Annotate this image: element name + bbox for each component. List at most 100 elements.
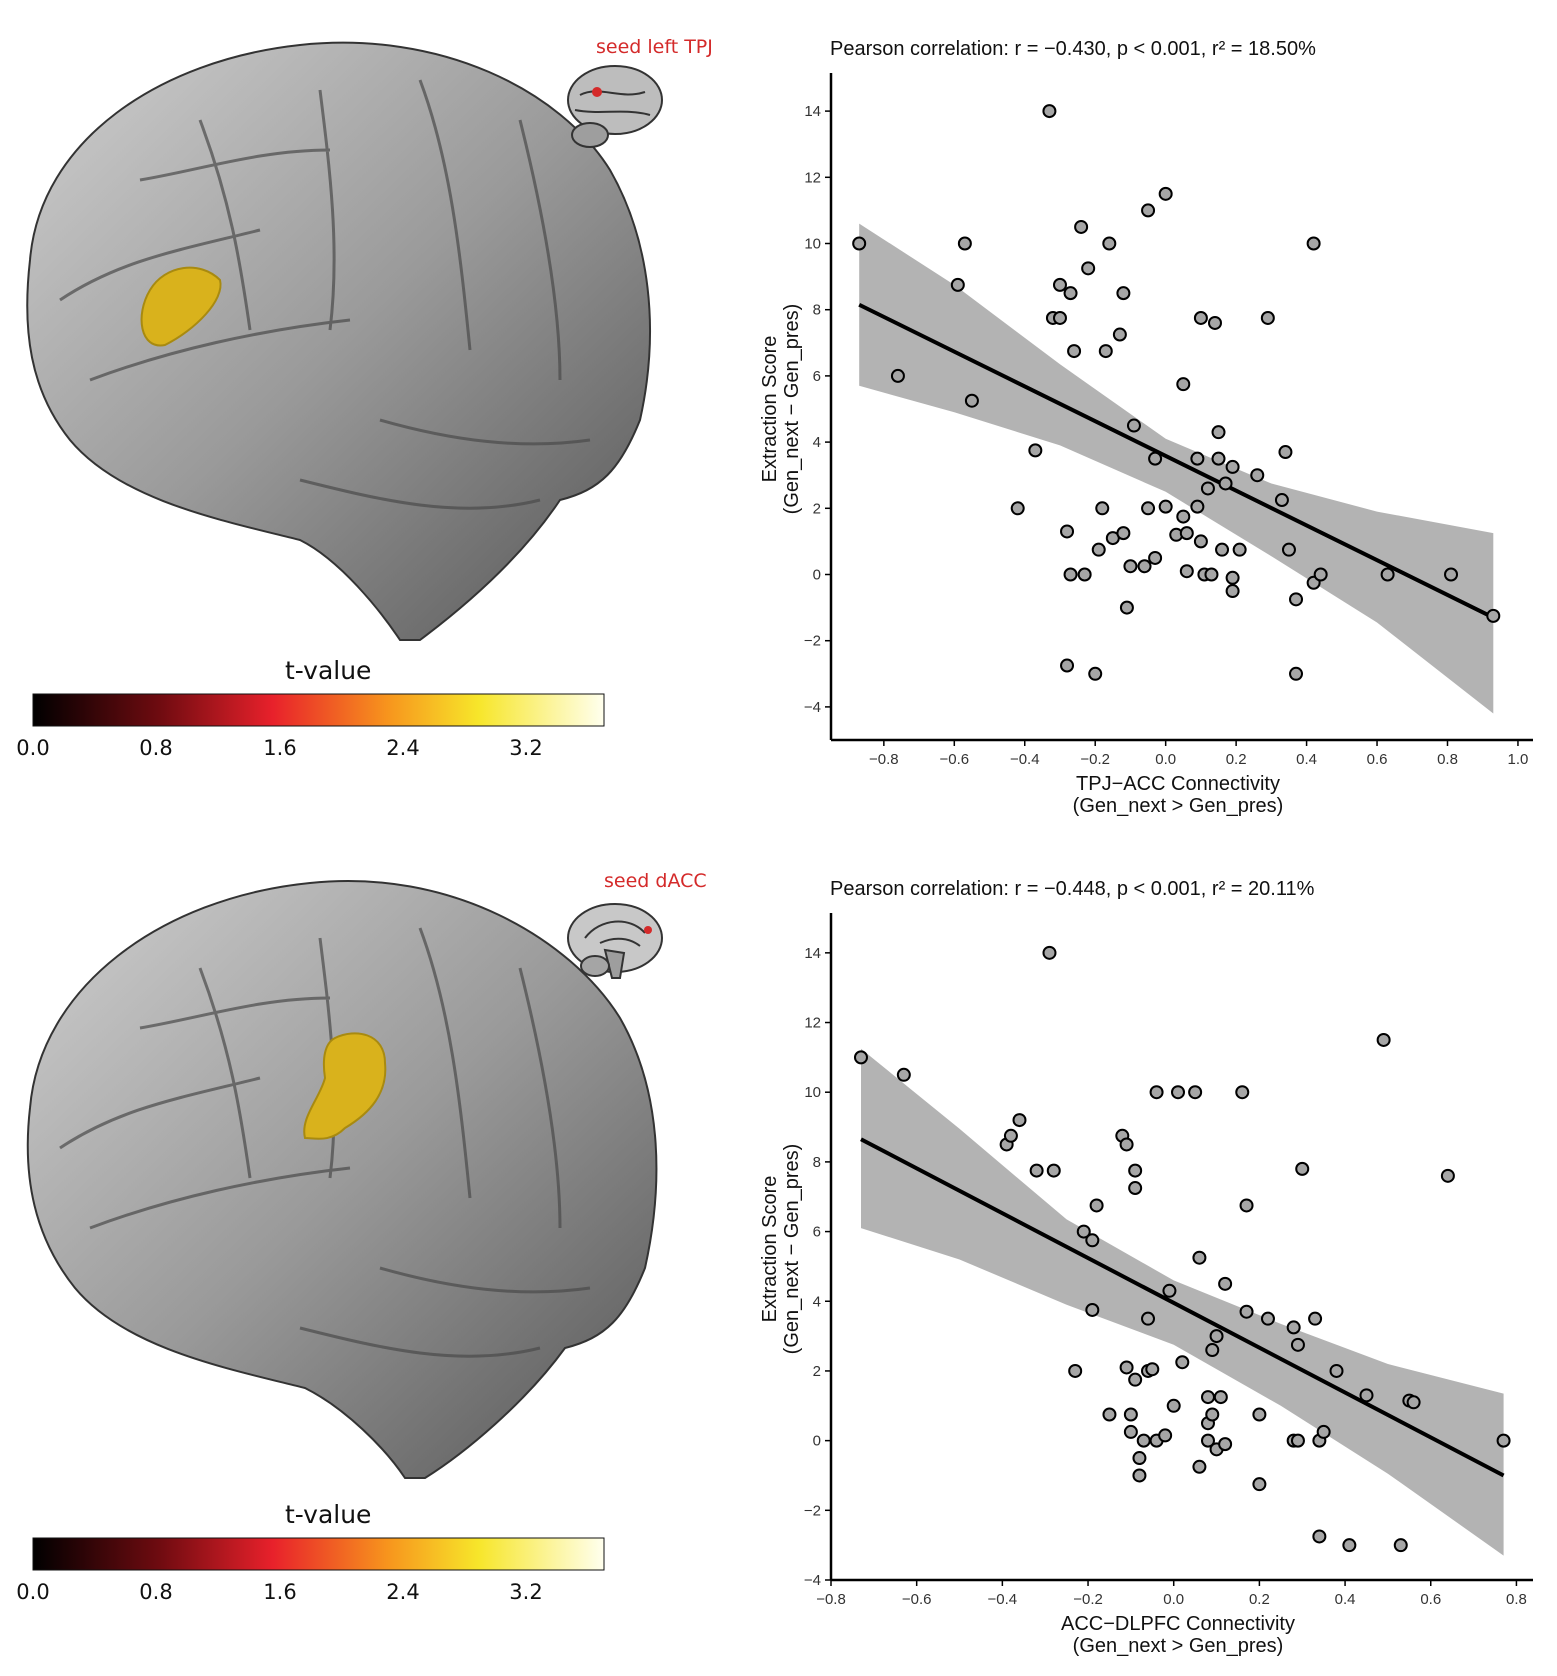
data-point [1286,1320,1301,1335]
regression-line [858,302,1495,620]
data-point [1141,501,1156,516]
data-point [1116,286,1131,301]
data-point [1148,550,1163,565]
data-point [890,368,905,383]
colorbar [32,693,605,727]
data-point [1239,1304,1254,1319]
scatter-plot-acc-dlpfc: −4 −2 0 2 4 6 8 10 12 14 −0.8 −0.6 −0.4 −0.2 0.0 0.2 0.4… [759,913,1533,1657]
x-tick-label: 0.2 [1249,1591,1270,1608]
panel-top-svg: −4 −2 0 2 4 6 8 10 12 14 −0.8 −0.6 −0.4 −0.2 0.0 0.2 0.4… [26,41,1533,817]
data-point [1207,315,1222,330]
data-point [852,236,867,251]
x-tick-label: 0.4 [1335,1591,1356,1608]
data-point [1376,1032,1391,1047]
data-point [1192,1459,1207,1474]
data-point [1260,1311,1275,1326]
data-point [1281,542,1296,557]
data-point [1211,451,1226,466]
data-point [1089,1198,1104,1213]
colorbar-tick: 0.0 [16,736,50,760]
y-tick-label: 4 [813,1293,821,1310]
x-tick-label: −0.4 [1010,751,1040,768]
y-axis-title: Extraction Score [759,336,781,483]
data-point [896,1067,911,1082]
data-point [1232,542,1247,557]
data-point [1295,1161,1310,1176]
data-point [1077,567,1092,582]
x-tick-label: 1.0 [1508,751,1529,768]
data-point [1012,1113,1027,1128]
data-point [1209,1329,1224,1344]
seed-marker [644,926,652,934]
data-point [1166,1398,1181,1413]
data-point [1312,1529,1327,1544]
data-point [853,1050,868,1065]
data-point [1060,658,1075,673]
data-point [1046,1163,1061,1178]
data-point [1141,1311,1156,1326]
y-tick-label: 14 [804,945,821,962]
x-axis-title: TPJ−ACC Connectivity [1076,773,1280,795]
data-point [1278,445,1293,460]
colorbar-title: t-value [285,656,372,685]
data-point [1081,261,1096,276]
data-point [1052,277,1067,292]
x-axis-subtitle: (Gen_next > Gen_pres) [1073,795,1284,817]
x-tick-label: 0.0 [1163,1591,1184,1608]
data-point [1137,559,1152,574]
y-tick-label: 2 [813,1363,821,1380]
brain-render-lateral [26,879,658,1479]
x-tick-label: 0.0 [1155,751,1176,768]
data-point [1486,608,1501,623]
lateral-brain-icon [567,65,663,148]
colorbar-tick: 1.6 [263,736,297,760]
colorbar-tick: 0.8 [139,1580,173,1604]
x-axis-subtitle: (Gen_next > Gen_pres) [1073,1635,1284,1657]
data-point [1063,567,1078,582]
data-point [1095,501,1110,516]
data-point [1128,1181,1143,1196]
data-point [1250,468,1265,483]
x-tick-label: 0.6 [1420,1591,1441,1608]
colorbar-tick: 3.2 [509,1580,543,1604]
data-point [1029,1163,1044,1178]
seed-marker [592,87,602,97]
chart-title: Pearson correlation: r = −0.448, p < 0.0… [830,878,1315,900]
data-point [1052,310,1067,325]
x-tick-label: 0.2 [1226,751,1247,768]
y-tick-label: −2 [804,633,821,650]
data-point [1119,1137,1134,1152]
data-point [1205,1343,1220,1358]
data-point [1162,1283,1177,1298]
data-point [1003,1128,1018,1143]
seed-label: seed left TPJ [596,36,713,58]
data-point [950,277,965,292]
data-point [1085,1302,1100,1317]
y-tick-label: 6 [813,368,821,385]
data-point [1132,1468,1147,1483]
data-point [1141,203,1156,218]
colorbar-tick: 0.8 [139,736,173,760]
data-point [1042,104,1057,119]
data-point [1316,1424,1331,1439]
data-point [1042,945,1057,960]
colorbar [32,1537,605,1571]
data-point [1158,1428,1173,1443]
data-point [1158,499,1173,514]
data-point [1204,567,1219,582]
colorbar-tick: 2.4 [386,1580,420,1604]
data-point [1225,570,1240,585]
y-tick-label: 4 [813,434,821,451]
data-point [1102,1407,1117,1422]
data-point [1119,600,1134,615]
data-point [1176,377,1191,392]
data-point [1190,451,1205,466]
data-point [1252,1477,1267,1492]
scatter-plot-tpj-acc: −4 −2 0 2 4 6 8 10 12 14 −0.8 −0.6 −0.4 −0.2 0.0 0.2 0.4… [759,73,1533,817]
data-point [1188,1085,1203,1100]
y-tick-label: 10 [804,236,821,253]
x-tick-label: −0.2 [1080,751,1110,768]
colorbar-tick: 2.4 [386,736,420,760]
panel-bottom-svg: −4 −2 0 2 4 6 8 10 12 14 −0.8 −0.6 −0.4 −0.2 0.0 0.2 0.4… [26,879,1533,1657]
data-point [1306,236,1321,251]
